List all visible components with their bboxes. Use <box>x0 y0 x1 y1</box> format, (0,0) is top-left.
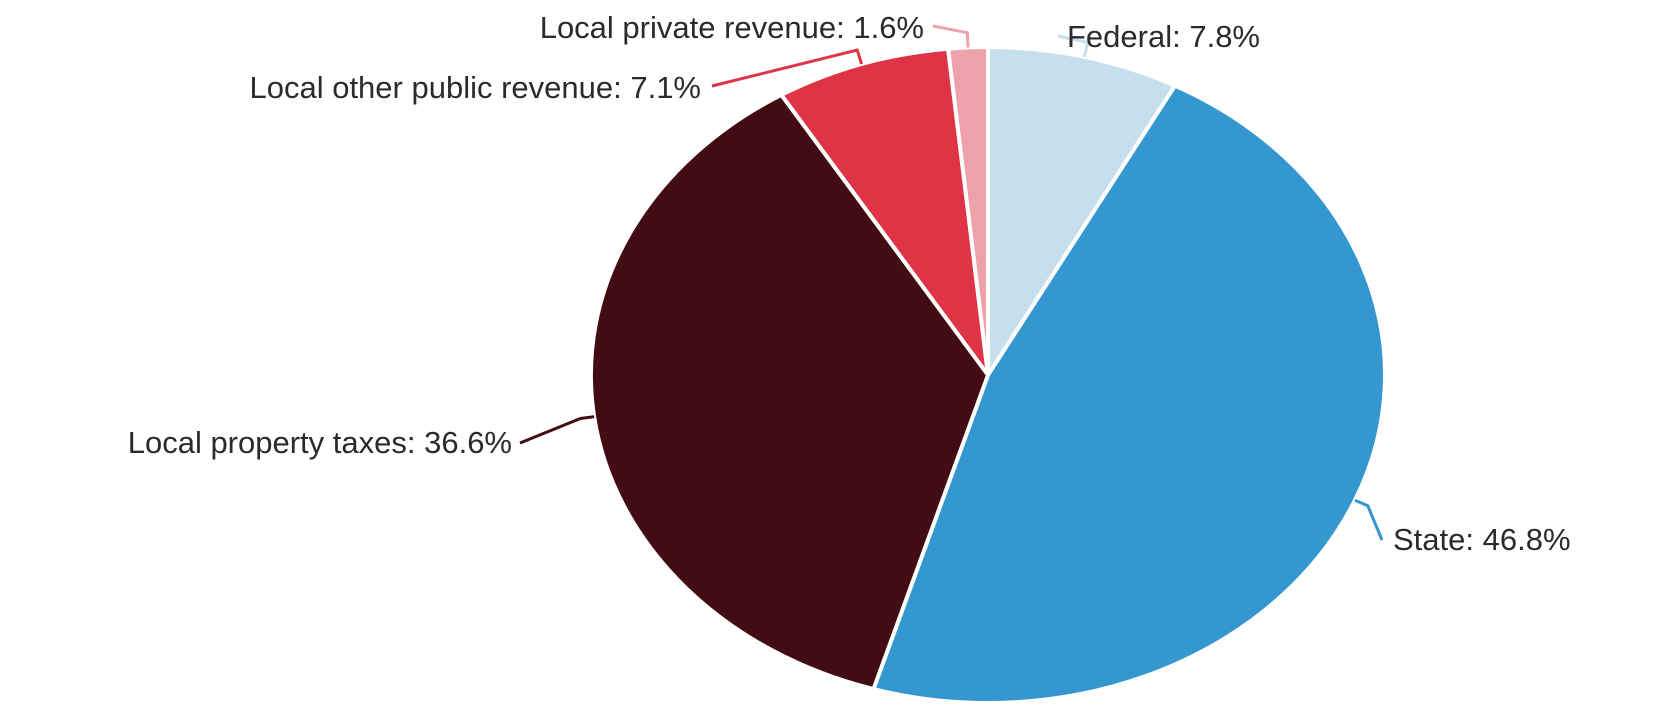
leader-line-local-property-taxes <box>519 415 595 445</box>
slice-label-federal: Federal: 7.8% <box>1067 19 1260 54</box>
pie-slices <box>588 45 1388 706</box>
pie-slice-state <box>871 83 1388 706</box>
leader-line-federal <box>1057 34 1090 58</box>
leader-line-local-private-revenue <box>932 24 970 48</box>
leader-line-local-other-public-revenue <box>711 48 864 88</box>
slice-label-local-property-taxes: Local property taxes: 36.6% <box>128 425 512 460</box>
pie-slice-local-private-revenue <box>946 45 990 377</box>
pie-slice-federal <box>986 45 1177 377</box>
pie-slice-local-other-public-revenue <box>779 46 990 377</box>
slice-label-local-other-public-revenue: Local other public revenue: 7.1% <box>249 70 701 105</box>
slice-label-local-private-revenue: Local private revenue: 1.6% <box>540 10 924 45</box>
slice-label-state: State: 46.8% <box>1393 522 1571 557</box>
leader-lines <box>519 24 1384 541</box>
leader-line-state <box>1354 498 1384 541</box>
